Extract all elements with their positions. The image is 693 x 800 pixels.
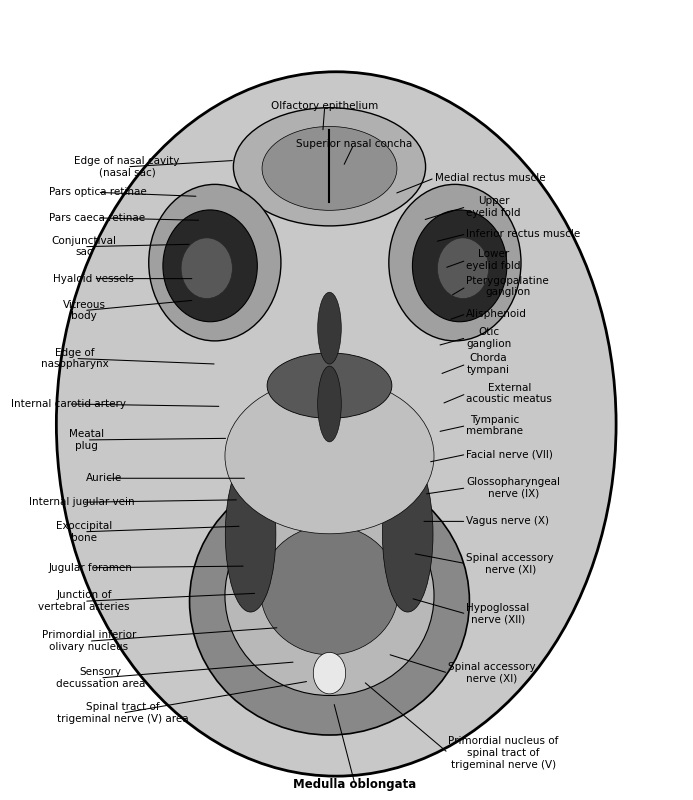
Text: Junction of
vertebral arteries: Junction of vertebral arteries xyxy=(38,590,130,612)
Ellipse shape xyxy=(261,526,398,654)
Text: Vitreous
body: Vitreous body xyxy=(62,300,105,322)
Text: Spinal accessory
nerve (XI): Spinal accessory nerve (XI) xyxy=(466,553,554,574)
Ellipse shape xyxy=(262,126,397,210)
Text: Facial nerve (VII): Facial nerve (VII) xyxy=(466,450,553,459)
Ellipse shape xyxy=(225,378,434,534)
Text: External
acoustic meatus: External acoustic meatus xyxy=(466,383,552,405)
Text: Chorda
tympani: Chorda tympani xyxy=(466,354,509,375)
Text: Meatal
plug: Meatal plug xyxy=(69,429,104,450)
Text: Internal carotid artery: Internal carotid artery xyxy=(11,399,126,409)
Text: Sensory
decussation area: Sensory decussation area xyxy=(55,667,145,689)
Text: Edge of
nasopharynx: Edge of nasopharynx xyxy=(42,348,109,370)
Text: Pars optica retinae: Pars optica retinae xyxy=(49,187,146,198)
Ellipse shape xyxy=(190,467,469,735)
Circle shape xyxy=(389,184,521,341)
Text: Glossopharyngeal
nerve (IX): Glossopharyngeal nerve (IX) xyxy=(466,477,561,498)
Ellipse shape xyxy=(383,456,433,612)
Text: Hyaloid vessels: Hyaloid vessels xyxy=(53,274,134,284)
Text: Edge of nasal cavity
(nasal sac): Edge of nasal cavity (nasal sac) xyxy=(74,156,180,178)
Text: Primordial inferior
olivary nucleus: Primordial inferior olivary nucleus xyxy=(42,630,136,652)
Circle shape xyxy=(412,210,507,322)
Ellipse shape xyxy=(317,366,341,442)
Text: Upper
eyelid fold: Upper eyelid fold xyxy=(466,196,521,218)
Text: Pterygopalatine
ganglion: Pterygopalatine ganglion xyxy=(466,276,549,298)
Text: Auricle: Auricle xyxy=(86,474,123,483)
Ellipse shape xyxy=(234,108,426,226)
Ellipse shape xyxy=(56,72,616,776)
Text: Otic
ganglion: Otic ganglion xyxy=(466,327,511,349)
Text: Alisphenoid: Alisphenoid xyxy=(466,309,527,318)
Ellipse shape xyxy=(313,652,346,694)
Circle shape xyxy=(437,238,489,298)
Ellipse shape xyxy=(317,292,341,364)
Circle shape xyxy=(149,184,281,341)
Text: Hypoglossal
nerve (XII): Hypoglossal nerve (XII) xyxy=(466,603,529,625)
Text: Inferior rectus muscle: Inferior rectus muscle xyxy=(466,229,581,239)
Text: Conjunctival
sac: Conjunctival sac xyxy=(51,236,116,258)
Text: Spinal accessory
nerve (XI): Spinal accessory nerve (XI) xyxy=(448,662,536,684)
Ellipse shape xyxy=(225,496,434,695)
Text: Medial rectus muscle: Medial rectus muscle xyxy=(435,173,545,183)
Text: Medulla oblongata: Medulla oblongata xyxy=(293,778,416,791)
Ellipse shape xyxy=(225,456,276,612)
Text: Internal jugular vein: Internal jugular vein xyxy=(29,498,135,507)
Circle shape xyxy=(163,210,257,322)
Text: Lower
eyelid fold: Lower eyelid fold xyxy=(466,250,521,271)
Text: Jugular foramen: Jugular foramen xyxy=(49,562,132,573)
Text: Olfactory epithelium: Olfactory epithelium xyxy=(271,101,378,111)
Text: Exoccipital
bone: Exoccipital bone xyxy=(56,521,112,542)
Circle shape xyxy=(181,238,232,298)
Text: Tympanic
membrane: Tympanic membrane xyxy=(466,414,523,436)
Text: Pars caeca retinae: Pars caeca retinae xyxy=(49,213,146,223)
Text: Spinal tract of
trigeminal nerve (V) area: Spinal tract of trigeminal nerve (V) are… xyxy=(57,702,188,724)
Text: Superior nasal concha: Superior nasal concha xyxy=(296,139,412,150)
Text: Primordial nucleus of
spinal tract of
trigeminal nerve (V): Primordial nucleus of spinal tract of tr… xyxy=(448,736,559,770)
Ellipse shape xyxy=(267,353,392,418)
Text: Vagus nerve (X): Vagus nerve (X) xyxy=(466,516,550,526)
